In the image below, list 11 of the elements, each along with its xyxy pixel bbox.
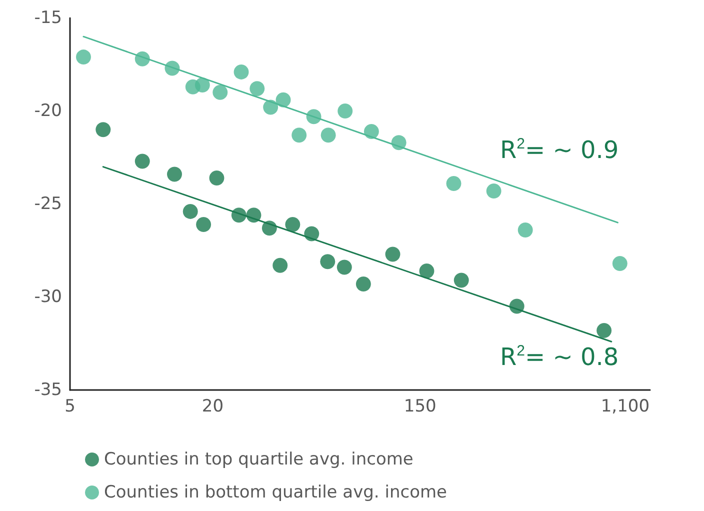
y-tick-label: -25 — [34, 194, 62, 214]
y-tick-label: -15 — [34, 8, 62, 28]
x-tick-label: 150 — [404, 396, 436, 416]
x-tick-label: 1,100 — [600, 396, 650, 416]
x-tick-label: 20 — [202, 396, 224, 416]
y-tick-label: -35 — [34, 380, 62, 400]
legend-label: Counties in bottom quartile avg. income — [104, 482, 448, 502]
legend-label: Counties in top quartile avg. income — [104, 450, 414, 470]
y-tick-label: -30 — [34, 287, 62, 307]
y-tick-label: -20 — [34, 101, 62, 121]
x-tick-label: 5 — [64, 396, 76, 416]
